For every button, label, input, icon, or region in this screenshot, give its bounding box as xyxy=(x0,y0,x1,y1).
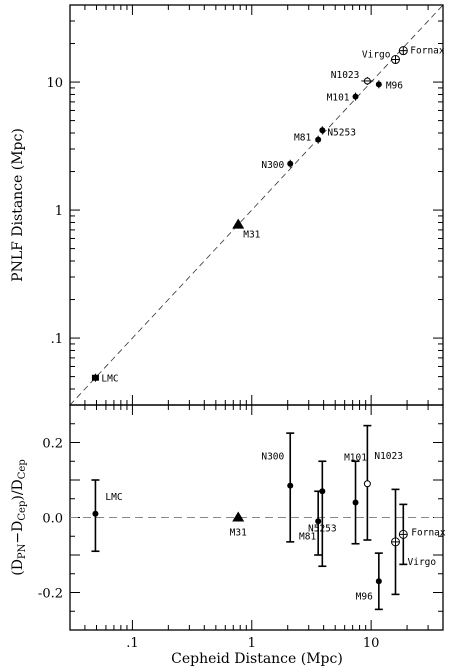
residual-label-n5253: N5253 xyxy=(308,523,337,534)
point-label-n300: N300 xyxy=(261,160,284,171)
y-tick-label-bottom: 0.2 xyxy=(42,437,63,452)
bottom-panel: .1 1 10 -0.2 0.0 0.2 (DPN−DCep)/DCep LMC M31 N300… xyxy=(10,404,446,651)
point-label-n1023: N1023 xyxy=(331,70,360,81)
data-point-lmc xyxy=(91,374,99,381)
data-point-n5253 xyxy=(319,127,326,134)
x-tick-label: 10 xyxy=(363,636,380,651)
residual-point-n300 xyxy=(287,482,294,489)
point-label-m81: M81 xyxy=(294,133,311,144)
residual-point-m31 xyxy=(232,511,245,522)
residual-label-virgo: Virgo xyxy=(408,557,437,568)
top-panel: .1 1 10 PNLF Distance (Mpc) LMC M31 N300 M81 N52… xyxy=(10,4,445,406)
residual-label-m101: M101 xyxy=(344,453,367,464)
y-tick-label-bottom: -0.2 xyxy=(38,587,63,602)
residual-label-n300: N300 xyxy=(261,452,284,463)
point-label-m31: M31 xyxy=(243,230,260,241)
residual-point-m101 xyxy=(352,499,359,506)
point-label-fornax: Fornax xyxy=(410,46,445,57)
y-axis-label-bottom: (DPN−DCep)/DCep xyxy=(10,459,28,576)
data-point-m81 xyxy=(315,136,322,143)
x-tick-label: 1 xyxy=(248,636,256,651)
data-point-m96 xyxy=(375,81,382,88)
y-tick-label: .1 xyxy=(51,332,63,347)
residual-label-m31: M31 xyxy=(230,528,247,539)
one-to-one-line xyxy=(69,4,444,406)
residual-point-lmc xyxy=(92,510,99,517)
y-axis-label-top: PNLF Distance (Mpc) xyxy=(10,128,26,282)
data-point-m101 xyxy=(352,93,359,100)
residual-point-m96 xyxy=(375,578,382,585)
y-tick-label-bottom: 0.0 xyxy=(42,512,63,527)
point-label-virgo: Virgo xyxy=(362,50,391,61)
y-tick-label: 10 xyxy=(46,76,63,91)
residual-point-n1023 xyxy=(363,480,371,488)
residual-label-m96: M96 xyxy=(356,591,373,602)
data-point-m31 xyxy=(232,218,245,229)
residual-label-m81: M81 xyxy=(299,531,316,542)
y-tick-label: 1 xyxy=(55,204,63,219)
point-label-m96: M96 xyxy=(386,80,403,91)
residual-label-n1023: N1023 xyxy=(374,451,403,462)
x-tick-label: .1 xyxy=(126,636,138,651)
residual-point-n5253 xyxy=(319,488,326,495)
data-point-n300 xyxy=(287,160,294,167)
x-axis-label: Cepheid Distance (Mpc) xyxy=(171,651,343,667)
point-label-n5253: N5253 xyxy=(327,127,356,138)
point-label-m101: M101 xyxy=(327,93,350,104)
residual-point-m81 xyxy=(315,518,322,525)
point-label-lmc: LMC xyxy=(101,374,118,385)
residual-label-lmc: LMC xyxy=(105,492,122,503)
residual-label-fornax: Fornax xyxy=(411,527,446,538)
